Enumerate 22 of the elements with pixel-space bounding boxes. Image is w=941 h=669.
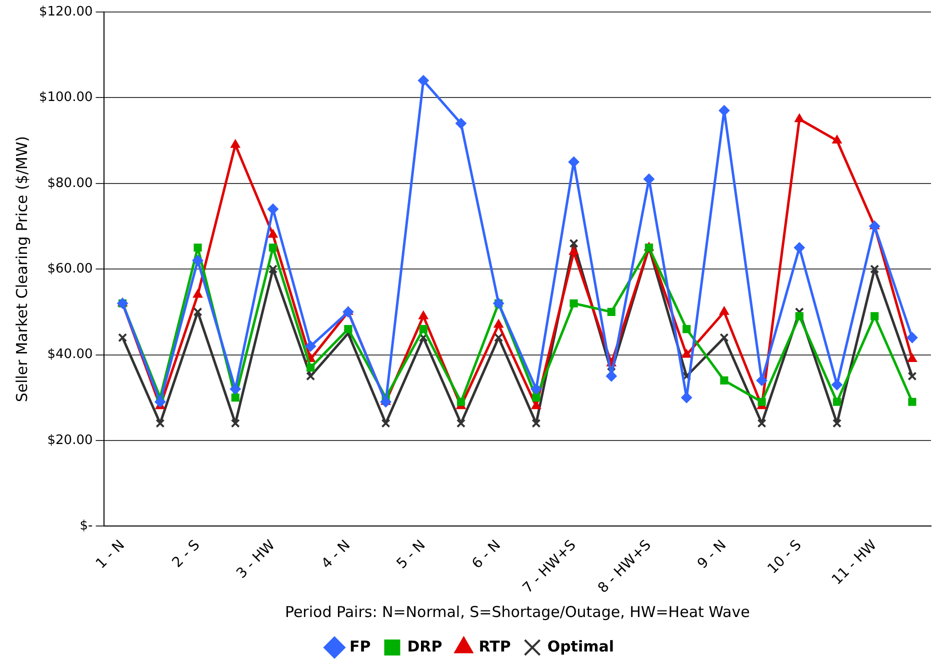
x-tick-label: 6 - N [469, 537, 504, 572]
legend-label: Optimal [547, 637, 614, 656]
y-tick-label: $- [80, 518, 94, 534]
x-tick-label: 1 - N [93, 537, 128, 572]
y-tick-label: $40.00 [47, 347, 93, 362]
y-tick-label: $60.00 [47, 261, 93, 276]
y-tick-label: $80.00 [47, 176, 93, 191]
legend-label: DRP [407, 637, 442, 656]
x-axis-title: Period Pairs: N=Normal, S=Shortage/Outage, HW=Heat Wave [284, 602, 750, 621]
y-tick-label: $20.00 [47, 432, 93, 448]
legend-label: RTP [478, 637, 511, 656]
x-tick-label: 11 - HW [828, 537, 880, 588]
y-axis-title: Seller Market Clearing Price ($/MW) [12, 136, 31, 402]
x-tick-label: 10 - S [764, 537, 805, 578]
x-tick-label: 3 - HW [234, 537, 278, 582]
x-tick-label: 2 - S [169, 537, 204, 571]
x-tick-label: 9 - N [694, 537, 730, 572]
legend-label: FP [349, 637, 371, 656]
y-tick-label: $120.00 [38, 4, 93, 20]
x-tick-label: 5 - N [394, 537, 429, 572]
y-tick-label: $100.00 [38, 90, 93, 106]
x-tick-label: 4 - N [318, 537, 354, 572]
